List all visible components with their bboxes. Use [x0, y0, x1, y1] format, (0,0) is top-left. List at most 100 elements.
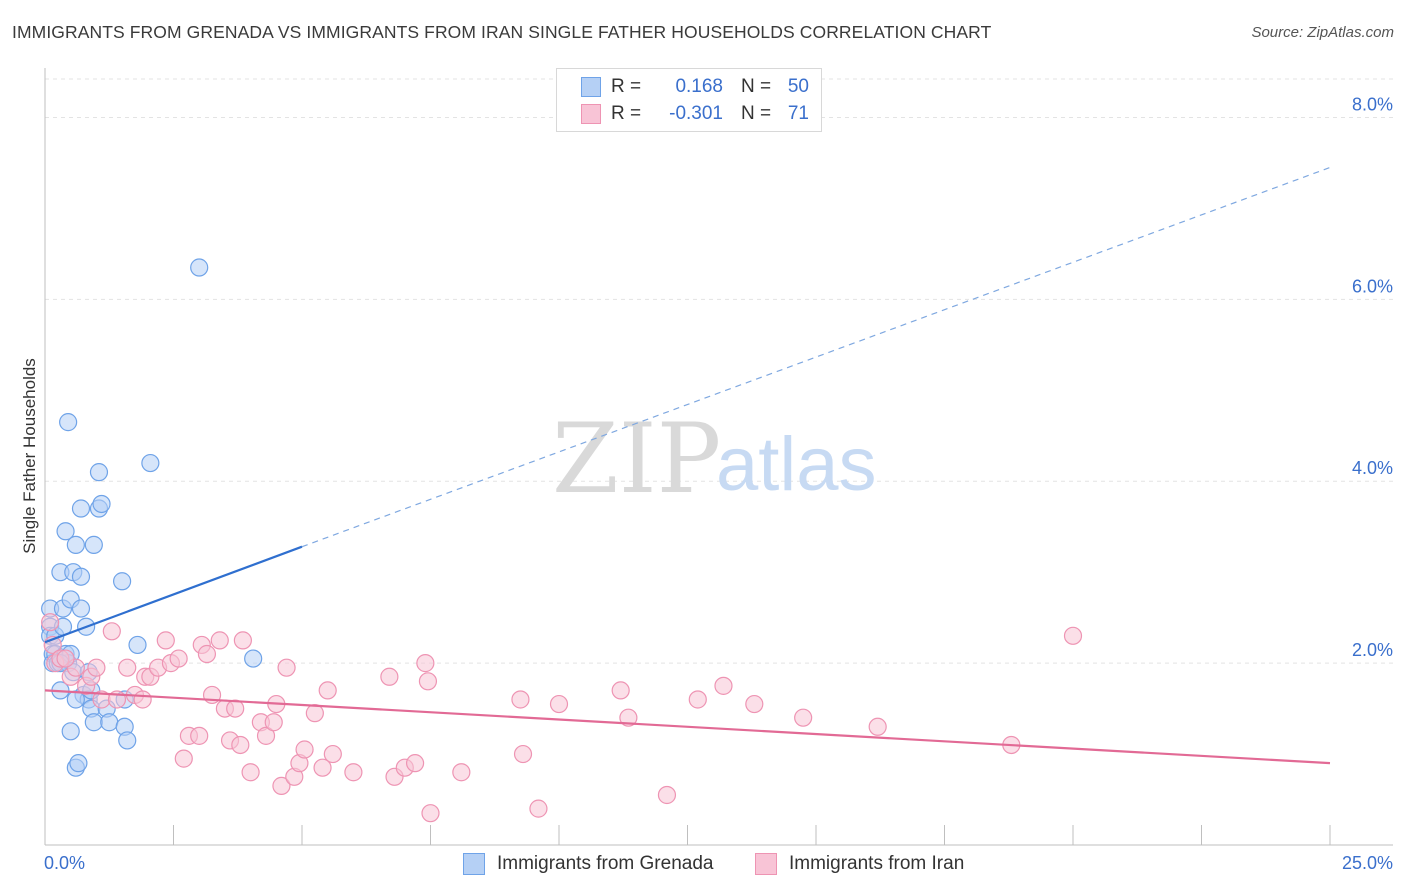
data-point — [241, 763, 260, 782]
data-point — [87, 658, 106, 677]
data-point — [344, 763, 363, 782]
data-point — [1063, 626, 1083, 645]
data-point — [295, 740, 314, 759]
x-tick-label-max: 25.0% — [1342, 853, 1393, 873]
data-point — [156, 631, 175, 650]
axes — [44, 68, 1393, 846]
y-tick-label: 4.0% — [1352, 458, 1393, 478]
data-point — [256, 726, 276, 745]
data-point — [277, 658, 296, 677]
watermark: ZIP atlas — [552, 403, 877, 515]
data-point — [190, 726, 209, 745]
r-label: R = — [611, 103, 642, 124]
tick-labels: 2.0% 4.0% 6.0% 8.0% 0.0% 25.0% — [44, 94, 1393, 873]
data-point — [745, 694, 764, 714]
data-point — [71, 567, 91, 586]
iran-swatch-icon — [581, 104, 601, 124]
stats-legend: R = 0.168 N = 50 R = -0.301 N = 71 — [556, 68, 822, 132]
x-tick-label-min: 0.0% — [44, 853, 85, 873]
data-point — [128, 635, 147, 655]
data-point — [71, 599, 91, 618]
data-point — [41, 613, 60, 632]
y-tick-label: 2.0% — [1352, 640, 1393, 660]
data-point — [133, 690, 152, 709]
n-label: N = — [741, 76, 772, 97]
data-point — [66, 690, 85, 709]
legend-item-grenada[interactable]: Immigrants from Grenada — [463, 852, 713, 876]
source-note: Source: ZipAtlas.com — [1251, 24, 1394, 41]
n-value: 71 — [787, 103, 809, 124]
data-point — [56, 522, 75, 541]
data-point — [405, 754, 425, 773]
r-value: 0.168 — [675, 76, 723, 97]
data-point — [657, 785, 677, 805]
data-point — [141, 453, 160, 473]
data-point — [416, 654, 435, 673]
data-point — [100, 713, 119, 732]
data-point — [226, 699, 245, 718]
trend-line-iran — [44, 689, 1331, 765]
data-point — [688, 690, 707, 709]
data-point — [529, 799, 548, 818]
r-label: R = — [611, 76, 642, 97]
data-point — [264, 713, 283, 732]
data-point — [71, 499, 91, 518]
data-point — [69, 754, 88, 773]
data-point — [231, 735, 250, 755]
data-point — [794, 708, 813, 727]
watermark-atlas: atlas — [716, 422, 877, 507]
trend-line-grenada-extension — [301, 166, 1331, 548]
data-point — [61, 722, 80, 741]
data-point — [513, 744, 533, 764]
data-point — [305, 704, 324, 723]
data-point — [197, 644, 217, 664]
y-tick-label: 6.0% — [1352, 276, 1393, 296]
data-point — [118, 731, 137, 750]
data-point — [210, 631, 229, 650]
n-label: N = — [741, 103, 772, 124]
y-tick-label: 8.0% — [1352, 94, 1393, 114]
legend-label-iran: Immigrants from Iran — [789, 853, 965, 874]
data-point — [549, 694, 569, 714]
grenada-swatch-icon — [581, 77, 601, 97]
data-point — [59, 413, 78, 432]
data-point — [92, 494, 111, 514]
trend-line-grenada — [44, 545, 303, 644]
data-point — [56, 649, 75, 668]
data-point — [112, 572, 132, 591]
grenada-legend-swatch-icon — [463, 853, 485, 875]
data-point — [102, 622, 121, 641]
data-point — [511, 690, 530, 709]
data-point — [868, 717, 887, 736]
data-point — [380, 667, 399, 686]
grid-lines — [45, 78, 1393, 664]
data-point — [84, 713, 103, 732]
data-point — [418, 672, 438, 691]
watermark-zip: ZIP — [552, 403, 721, 515]
chart-title: IMMIGRANTS FROM GRENADA VS IMMIGRANTS FR… — [12, 22, 992, 42]
data-point — [89, 463, 109, 482]
trend-lines — [44, 166, 1331, 765]
data-point — [313, 758, 332, 777]
data-point — [619, 708, 638, 727]
y-axis-label: Single Father Households — [20, 358, 39, 554]
n-value: 50 — [787, 76, 809, 97]
data-point — [611, 681, 630, 700]
stats-legend-row-grenada: R = 0.168 N = 50 — [581, 74, 809, 100]
data-point — [714, 676, 733, 695]
legend-item-iran[interactable]: Immigrants from Iran — [755, 852, 964, 876]
stats-legend-row-iran: R = -0.301 N = 71 — [581, 101, 809, 127]
iran-legend-swatch-icon — [755, 853, 777, 875]
data-point — [84, 535, 103, 554]
data-point — [323, 744, 342, 764]
legend-label-grenada: Immigrants from Grenada — [497, 853, 714, 874]
data-point — [66, 535, 85, 554]
data-point — [233, 631, 252, 650]
series-iran-points — [41, 613, 1083, 823]
data-point — [244, 649, 263, 668]
data-point — [118, 658, 137, 677]
data-point — [452, 763, 471, 782]
data-point — [169, 649, 188, 668]
data-points — [41, 258, 1083, 823]
